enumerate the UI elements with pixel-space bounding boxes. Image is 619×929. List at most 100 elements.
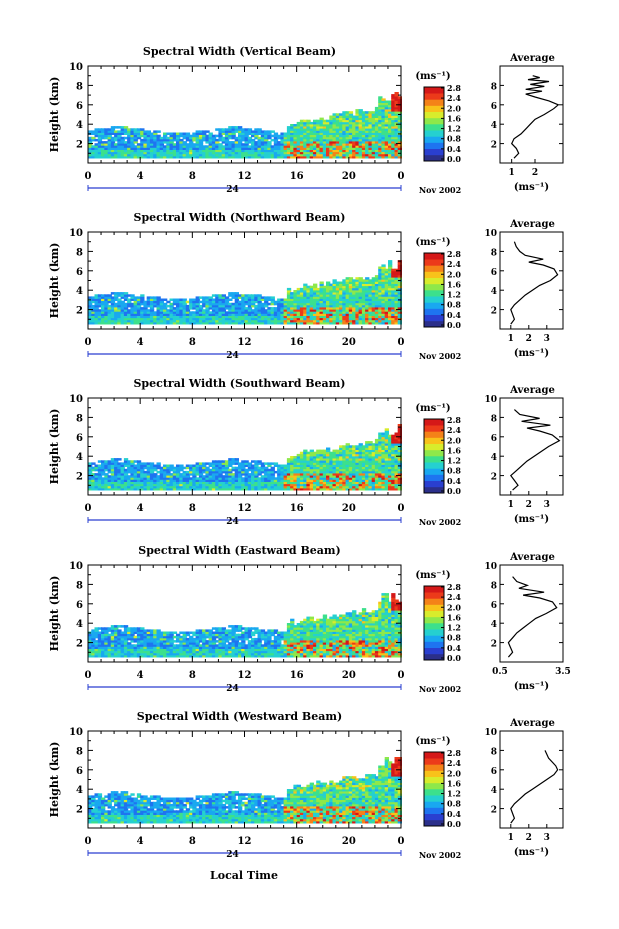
heatmap-cell bbox=[303, 449, 308, 453]
heatmap-cell bbox=[133, 141, 138, 144]
heatmap-cell bbox=[198, 309, 204, 312]
heatmap-cell bbox=[208, 307, 213, 310]
heatmap-cell bbox=[290, 141, 295, 144]
heatmap-cell bbox=[247, 466, 253, 470]
heatmap-cell bbox=[91, 646, 96, 649]
heatmap-cell bbox=[97, 141, 103, 144]
heatmap-cell bbox=[211, 153, 217, 157]
heatmap-cell bbox=[348, 113, 354, 116]
heatmap-cell bbox=[283, 151, 288, 155]
heatmap-cell bbox=[329, 132, 334, 135]
heatmap-cell bbox=[254, 460, 259, 463]
heatmap-cell bbox=[397, 128, 402, 131]
heatmap-cell bbox=[130, 488, 135, 491]
heatmap-cell bbox=[381, 451, 386, 455]
heatmap-cell bbox=[345, 443, 350, 446]
heatmap-cell bbox=[114, 470, 119, 474]
heatmap-cell bbox=[273, 136, 279, 140]
heatmap-cell bbox=[179, 481, 184, 485]
heatmap-cell bbox=[365, 453, 370, 457]
heatmap-cell bbox=[355, 319, 360, 323]
heatmap-cell bbox=[101, 485, 106, 489]
heatmap-cell bbox=[319, 283, 324, 287]
heatmap-cell bbox=[358, 319, 363, 323]
heatmap-cell bbox=[335, 464, 341, 467]
heatmap-cell bbox=[342, 134, 347, 138]
heatmap-cell bbox=[264, 477, 269, 480]
heatmap-cell bbox=[163, 304, 168, 308]
heatmap-cell bbox=[378, 304, 383, 308]
heatmap-cell bbox=[228, 485, 233, 489]
heatmap-cell bbox=[352, 287, 357, 291]
heatmap-cell bbox=[326, 479, 331, 482]
heatmap-cell bbox=[361, 464, 367, 467]
heatmap-cell bbox=[329, 464, 334, 467]
heatmap-cell bbox=[394, 479, 399, 482]
heatmap-cell bbox=[234, 473, 239, 476]
heatmap-cell bbox=[309, 292, 314, 295]
heatmap-cell bbox=[221, 313, 226, 316]
heatmap-cell bbox=[299, 456, 305, 459]
heatmap-cell bbox=[368, 317, 373, 321]
heatmap-cell bbox=[198, 151, 204, 155]
heatmap-cell bbox=[156, 466, 161, 470]
heatmap-cell bbox=[355, 462, 360, 465]
heatmap-cell bbox=[107, 130, 112, 133]
heatmap-cell bbox=[159, 315, 164, 319]
heatmap-cell bbox=[397, 275, 402, 278]
heatmap-cell bbox=[371, 279, 376, 282]
heatmap-cell bbox=[371, 113, 376, 116]
heatmap-cell bbox=[127, 304, 132, 308]
heatmap-cell bbox=[355, 143, 360, 146]
heatmap-cell bbox=[306, 298, 311, 301]
heatmap-cell bbox=[149, 479, 155, 482]
heatmap-cell bbox=[241, 468, 246, 472]
heatmap-cell bbox=[189, 313, 194, 316]
heatmap-cell bbox=[316, 304, 321, 308]
heatmap-cell bbox=[332, 456, 337, 459]
heatmap-cell bbox=[110, 470, 116, 474]
heatmap-cell bbox=[176, 313, 181, 316]
heatmap-cell bbox=[130, 149, 135, 153]
heatmap-cell bbox=[365, 111, 370, 114]
heatmap-cell bbox=[296, 130, 301, 133]
heatmap-cell bbox=[339, 473, 344, 476]
heatmap-cell bbox=[394, 434, 399, 438]
heatmap-cell bbox=[352, 307, 357, 310]
colorbar-swatch bbox=[424, 314, 444, 322]
heatmap-cell bbox=[283, 488, 288, 491]
heatmap-cell bbox=[257, 141, 262, 144]
heatmap-cell bbox=[378, 145, 383, 148]
heatmap-cell bbox=[153, 298, 158, 301]
date-mark: 24 bbox=[226, 351, 239, 361]
y-tick-label: 4 bbox=[76, 452, 83, 463]
heatmap-cell bbox=[388, 272, 393, 276]
heatmap-cell bbox=[358, 121, 363, 125]
heatmap-cell bbox=[374, 128, 380, 131]
heatmap-cell bbox=[374, 287, 380, 291]
heatmap-cell bbox=[319, 453, 324, 457]
heatmap-cell bbox=[94, 130, 99, 133]
heatmap-cell bbox=[280, 468, 285, 472]
heatmap-cell bbox=[342, 470, 347, 474]
heatmap-cell bbox=[104, 128, 109, 131]
heatmap-cell bbox=[107, 296, 112, 299]
heatmap-cell bbox=[316, 147, 321, 150]
heatmap-cell bbox=[198, 141, 204, 144]
heatmap-cell bbox=[277, 156, 282, 159]
heatmap-cell bbox=[371, 132, 376, 135]
heatmap-cell bbox=[234, 458, 239, 461]
heatmap-cell bbox=[299, 121, 305, 125]
heatmap-cell bbox=[326, 285, 331, 289]
heatmap-cell bbox=[378, 468, 383, 472]
heatmap-cell bbox=[365, 149, 370, 153]
heatmap-cell bbox=[215, 298, 220, 301]
heatmap-cell bbox=[120, 462, 125, 465]
heatmap-cell bbox=[149, 302, 155, 306]
heatmap-cell bbox=[388, 466, 393, 470]
heatmap-cell bbox=[195, 322, 200, 325]
heatmap-cell bbox=[231, 473, 236, 476]
heatmap-cell bbox=[368, 290, 373, 293]
heatmap-cell bbox=[293, 138, 298, 142]
heatmap-cell bbox=[130, 311, 135, 314]
